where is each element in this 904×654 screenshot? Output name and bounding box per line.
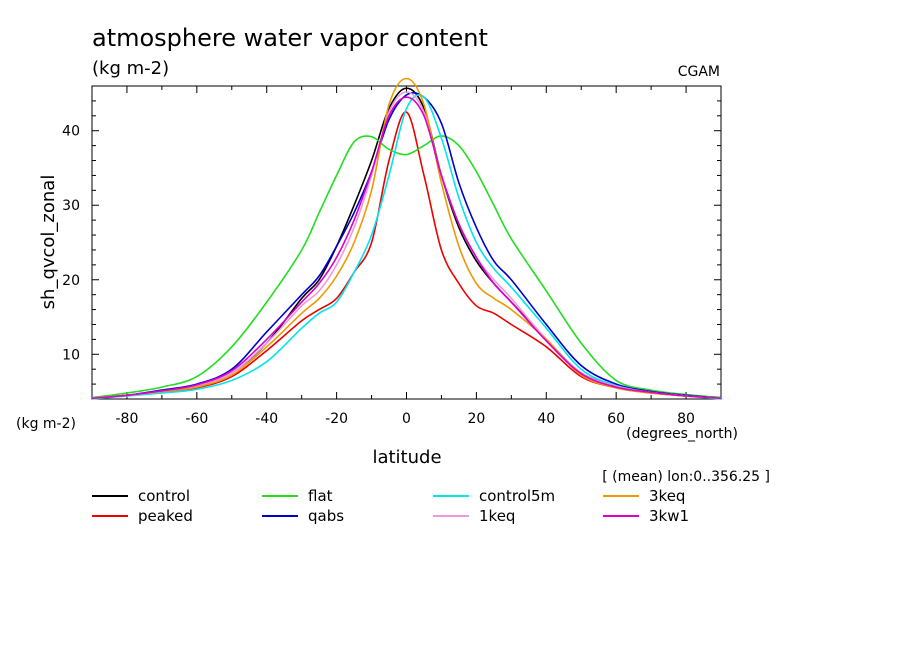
x-tick-label: -40 [255,411,278,427]
series-line-control5m [91,94,722,400]
series-line-peaked [91,111,722,400]
source-label: CGAM [678,64,720,80]
series-line-3keq [91,77,722,400]
legend-label-peaked: peaked [138,507,193,525]
x-axis: -80 -60 -40 -20 0 20 40 60 80 [91,86,722,427]
plot-area [91,85,722,400]
x-units-label: (degrees_north) [626,426,738,442]
y-tick-label: 40 [62,124,80,140]
x-tick-label: -80 [116,411,139,427]
y-tick-label: 20 [62,273,80,289]
chart-title: atmosphere water vapor content [92,24,488,52]
plot-frame [91,85,722,400]
legend-label-3kw1: 3kw1 [649,507,689,525]
legend-label-flat: flat [308,487,333,505]
series-line-control [91,87,722,400]
legend-label-3keq: 3keq [649,487,685,505]
chart-subtitle: (kg m-2) [92,58,169,79]
y-tick-label: 30 [62,198,80,214]
y-axis: 10 20 30 40 [62,85,721,385]
legend-label-1keq: 1keq [479,507,515,525]
series-line-qabs [91,91,722,400]
x-axis-label: latitude [372,447,441,468]
y-units-label: (kg m-2) [16,416,76,432]
x-tick-label: -60 [185,411,208,427]
series-lines [91,77,722,400]
legend-label-control: control [138,487,190,505]
legend-label-qabs: qabs [308,507,344,525]
series-line-flat [91,135,722,399]
legend: control peaked flat qabs control5m 1keq 3keq 3k… [92,487,689,525]
x-tick-label: 80 [677,411,695,427]
y-axis-label: sh_qvcol_zonal [38,175,59,310]
series-line-1keq [91,91,722,400]
range-note: [ (mean) lon:0..356.25 ] [602,469,770,485]
series-line-3kw1 [91,96,722,400]
x-tick-label: 60 [607,411,625,427]
x-tick-label: 0 [402,411,411,427]
x-tick-label: 20 [467,411,485,427]
x-tick-label: 40 [537,411,555,427]
y-tick-label: 10 [62,347,80,363]
x-tick-label: -20 [325,411,348,427]
legend-label-control5m: control5m [479,487,555,505]
